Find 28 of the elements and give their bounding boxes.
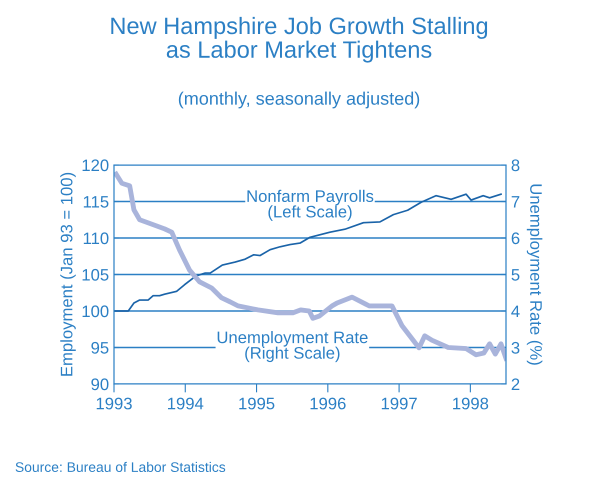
y2-tick-label: 7 <box>512 196 520 208</box>
y2-tick-label: 2 <box>512 378 520 390</box>
y-tick-label: 100 <box>82 305 108 318</box>
y2-tick-label: 4 <box>511 306 520 318</box>
y-tick-label: 110 <box>84 232 108 244</box>
x-tick-label: 1996 <box>310 398 346 410</box>
x-tick-label: 1993 <box>96 398 132 410</box>
y2-tick-label: 6 <box>512 232 520 244</box>
y2-tick-label: 3 <box>511 342 520 354</box>
chart-title: New Hampshire Job Growth Stalling as Labor Market Tightens <box>111 16 488 63</box>
x-tick-label: 1994 <box>168 398 204 410</box>
x-tick-label: 1997 <box>382 398 417 410</box>
y-axis-title: Employment (Jan 93 = 100) <box>60 172 76 376</box>
x-tick-label: 1995 <box>239 398 274 410</box>
y2-tick-label: 8 <box>512 159 520 172</box>
y2-tick-label: 5 <box>512 269 520 281</box>
y2-axis-title: Unemployment Rate (%) <box>526 184 542 365</box>
y-tick-label: 115 <box>84 196 108 208</box>
series-label: Nonfarm Payrolls (Left Scale) <box>247 190 374 221</box>
x-tick-label: 1998 <box>453 398 488 410</box>
chart-subtitle: (monthly, seasonally adjusted) <box>178 92 420 108</box>
y-tick-label: 105 <box>82 268 108 281</box>
y-tick-label: 90 <box>91 378 108 390</box>
y-tick-label: 95 <box>91 342 108 354</box>
series-label: Unemployment Rate (Right Scale) <box>218 331 368 362</box>
line-series <box>114 172 506 361</box>
source-note: Source: Bureau of Labor Statistics <box>16 462 226 472</box>
y-tick-label: 120 <box>82 159 108 172</box>
